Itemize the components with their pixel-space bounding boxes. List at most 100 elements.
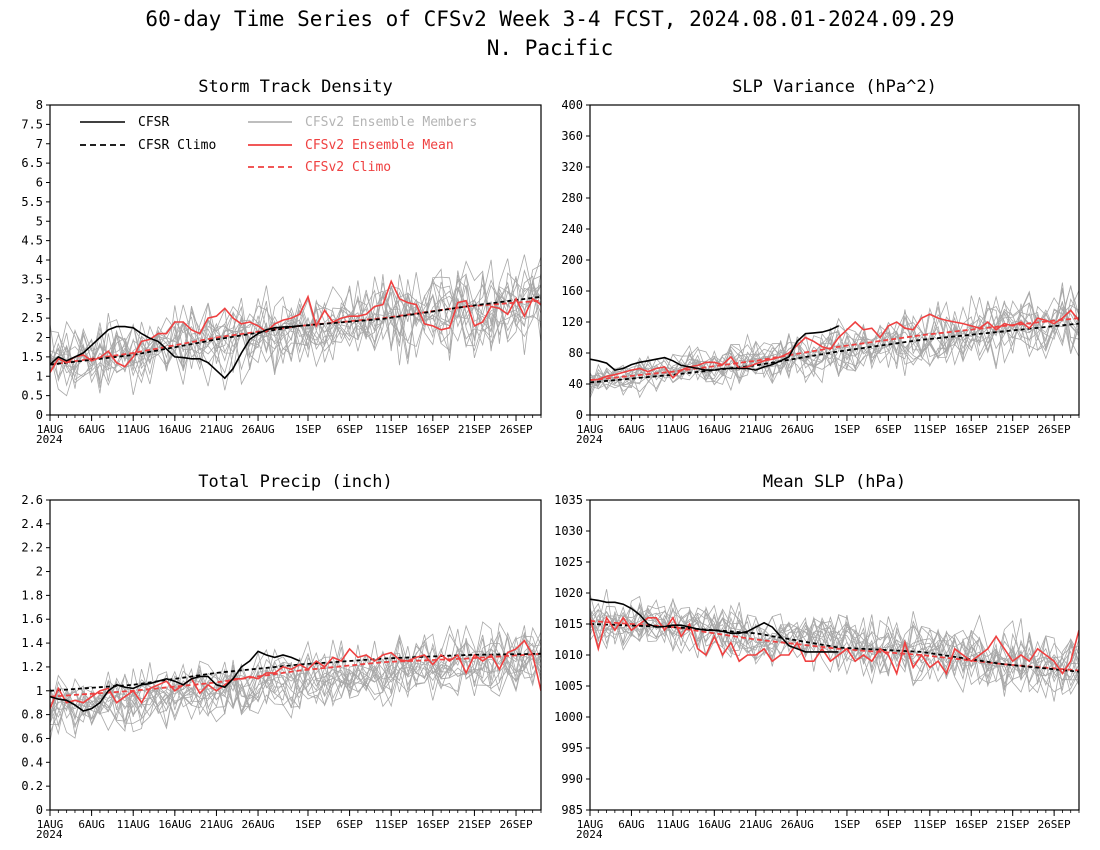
y-tick-label: 0.5 xyxy=(21,389,43,403)
ensemble-member-line xyxy=(590,595,1079,686)
x-tick-label: 11AUG xyxy=(117,818,150,831)
y-tick-label: 280 xyxy=(561,191,583,205)
x-tick-label: 21AUG xyxy=(739,423,772,436)
y-tick-label: 1035 xyxy=(554,493,583,507)
plot-frame xyxy=(49,499,542,811)
x-tick-label: 6SEP xyxy=(336,818,363,831)
x-tick-label: 26AUG xyxy=(241,423,274,436)
x-tick-label: 21SEP xyxy=(996,818,1029,831)
ensemble-mean-line xyxy=(590,615,1079,676)
x-year-label: 2024 xyxy=(36,433,63,446)
x-tick-label: 26AUG xyxy=(241,818,274,831)
ensemble-member-line xyxy=(590,609,1079,696)
x-tick-label: 26SEP xyxy=(1038,818,1071,831)
y-tick-label: 160 xyxy=(561,284,583,298)
ensemble-member-line xyxy=(590,610,1079,693)
cfsr-climo-line xyxy=(50,652,541,692)
x-tick-label: 21SEP xyxy=(458,423,491,436)
x-tick-label: 26AUG xyxy=(781,818,814,831)
ensemble-member-line xyxy=(590,598,1079,696)
legend-cfsr-label: CFSR xyxy=(138,115,169,130)
ensemble-member-line xyxy=(590,304,1079,393)
y-tick-label: 1 xyxy=(36,369,43,383)
panel-2: SLP Variance (hPa^2) 0 40 80 120 160 200 240 280… xyxy=(561,77,1080,446)
x-tick-label: 16AUG xyxy=(158,818,191,831)
x-tick-label: 21AUG xyxy=(200,423,233,436)
y-tick-label: 3.5 xyxy=(21,272,43,286)
x-tick-label: 16SEP xyxy=(955,818,988,831)
y-tick-label: 200 xyxy=(561,253,583,267)
ensemble-member-line xyxy=(50,272,541,371)
y-tick-label: 1015 xyxy=(554,617,583,631)
x-year-label: 2024 xyxy=(576,433,603,446)
ensemble-member-line xyxy=(590,287,1079,385)
figure-subtitle: N. Pacific xyxy=(487,36,613,60)
cfsr-line xyxy=(590,325,839,371)
x-tick-label: 16AUG xyxy=(698,423,731,436)
ensemble-member-line xyxy=(50,285,541,382)
y-tick-label: 400 xyxy=(561,98,583,112)
x-tick-label: 6AUG xyxy=(78,423,105,436)
ensemble-member-line xyxy=(50,624,541,735)
x-tick-label: 16SEP xyxy=(416,423,449,436)
ensemble-member-line xyxy=(50,268,541,386)
y-tick-label: 80 xyxy=(569,346,583,360)
y-tick-label: 2.4 xyxy=(21,517,43,531)
panel-1: Storm Track Density 0 0.5 1 1.5 2 2.5 3 3.5 4 4.5 5… xyxy=(21,77,542,446)
x-tick-label: 21SEP xyxy=(458,818,491,831)
y-tick-label: 0 xyxy=(36,408,43,422)
ensemble-member-line xyxy=(50,628,541,720)
panel-title: Total Precip (inch) xyxy=(198,472,392,492)
y-tick-label: 1.6 xyxy=(21,612,43,626)
ensemble-member-line xyxy=(50,273,541,395)
plot-area xyxy=(50,621,541,742)
x-tick-label: 11AUG xyxy=(656,423,689,436)
y-tick-label: 5 xyxy=(36,214,43,228)
panel-3: Total Precip (inch) 0 0.2 0.4 0.6 0.8 1 1.2 1.4 1… xyxy=(21,472,542,841)
y-tick-label: 1010 xyxy=(554,648,583,662)
y-tick-label: 7 xyxy=(36,137,43,151)
cfsv2-climo-line xyxy=(590,317,1079,381)
cfsr-climo-line xyxy=(590,623,1079,673)
x-tick-label: 11AUG xyxy=(117,423,150,436)
x-tick-label: 6AUG xyxy=(618,818,645,831)
y-tick-label: 0.4 xyxy=(21,755,43,769)
cfsr-line xyxy=(590,598,839,653)
legend: CFSR CFSR Climo CFSv2 Ensemble Members C… xyxy=(80,115,477,175)
x-tick-label: 6SEP xyxy=(875,423,902,436)
panel-title: Storm Track Density xyxy=(198,77,392,97)
y-tick-label: 0.6 xyxy=(21,731,43,745)
x-tick-label: 1SEP xyxy=(834,423,861,436)
y-tick-label: 985 xyxy=(561,803,583,817)
x-tick-label: 1AUG xyxy=(37,423,64,436)
x-tick-label: 11SEP xyxy=(375,423,408,436)
x-tick-label: 6AUG xyxy=(78,818,105,831)
y-tick-label: 0 xyxy=(36,803,43,817)
y-tick-label: 2 xyxy=(36,565,43,579)
ensemble-member-line xyxy=(590,598,1079,694)
y-tick-label: 5.5 xyxy=(21,195,43,209)
y-tick-label: 8 xyxy=(36,98,43,112)
ensemble-member-line xyxy=(50,636,541,732)
y-tick-label: 4 xyxy=(36,253,43,267)
x-tick-label: 1SEP xyxy=(834,818,861,831)
y-tick-label: 4.5 xyxy=(21,234,43,248)
y-tick-label: 1005 xyxy=(554,679,583,693)
panel-4: Mean SLP (hPa) 985 990 995 1000 1005 1010 1015 1… xyxy=(554,472,1080,841)
ensemble-member-line xyxy=(590,285,1079,390)
y-tick-label: 3 xyxy=(36,292,43,306)
y-tick-label: 1025 xyxy=(554,555,583,569)
y-tick-label: 0 xyxy=(576,408,583,422)
y-tick-label: 1.2 xyxy=(21,660,43,674)
x-year-label: 2024 xyxy=(36,828,63,841)
y-tick-label: 1.8 xyxy=(21,588,43,602)
x-tick-label: 6SEP xyxy=(336,423,363,436)
y-tick-label: 120 xyxy=(561,315,583,329)
x-tick-label: 21AUG xyxy=(200,818,233,831)
ensemble-member-line xyxy=(590,603,1079,686)
x-tick-label: 26SEP xyxy=(499,818,532,831)
y-tick-label: 6.5 xyxy=(21,156,43,170)
y-tick-label: 320 xyxy=(561,160,583,174)
x-tick-label: 16AUG xyxy=(158,423,191,436)
x-tick-label: 11SEP xyxy=(913,818,946,831)
